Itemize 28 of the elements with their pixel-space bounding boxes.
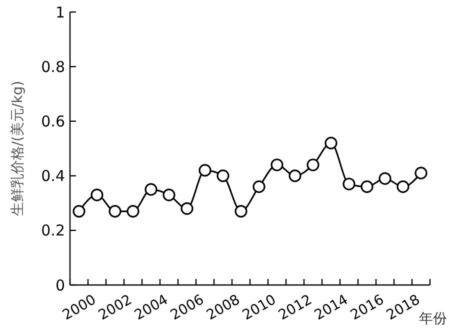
y-tick-label: 0.8: [41, 58, 65, 76]
y-tick-label: 1: [55, 3, 65, 22]
y-tick-label: 0.6: [41, 112, 65, 130]
point: [414, 166, 428, 180]
point: [342, 178, 356, 190]
point: [72, 204, 86, 218]
point: [216, 170, 230, 182]
y-axis-title: 生鲜乳价格/(美元/kg): [10, 80, 26, 216]
point: [126, 204, 140, 218]
point: [324, 136, 338, 150]
x-axis-title: 年份: [419, 311, 447, 327]
point: [396, 180, 410, 194]
point: [360, 180, 374, 194]
point: [288, 170, 302, 182]
point: [270, 158, 284, 172]
point: [180, 202, 194, 215]
point: [234, 204, 248, 218]
point: [108, 204, 122, 218]
point: [252, 180, 266, 194]
point: [90, 188, 104, 202]
point: [162, 188, 176, 202]
point: [198, 164, 212, 177]
y-tick-label: 0: [55, 276, 65, 294]
y-tick-label: 0.2: [41, 222, 65, 240]
point: [144, 183, 158, 196]
point: [306, 158, 320, 172]
y-tick-label: 0.4: [41, 167, 65, 186]
point: [378, 172, 392, 185]
